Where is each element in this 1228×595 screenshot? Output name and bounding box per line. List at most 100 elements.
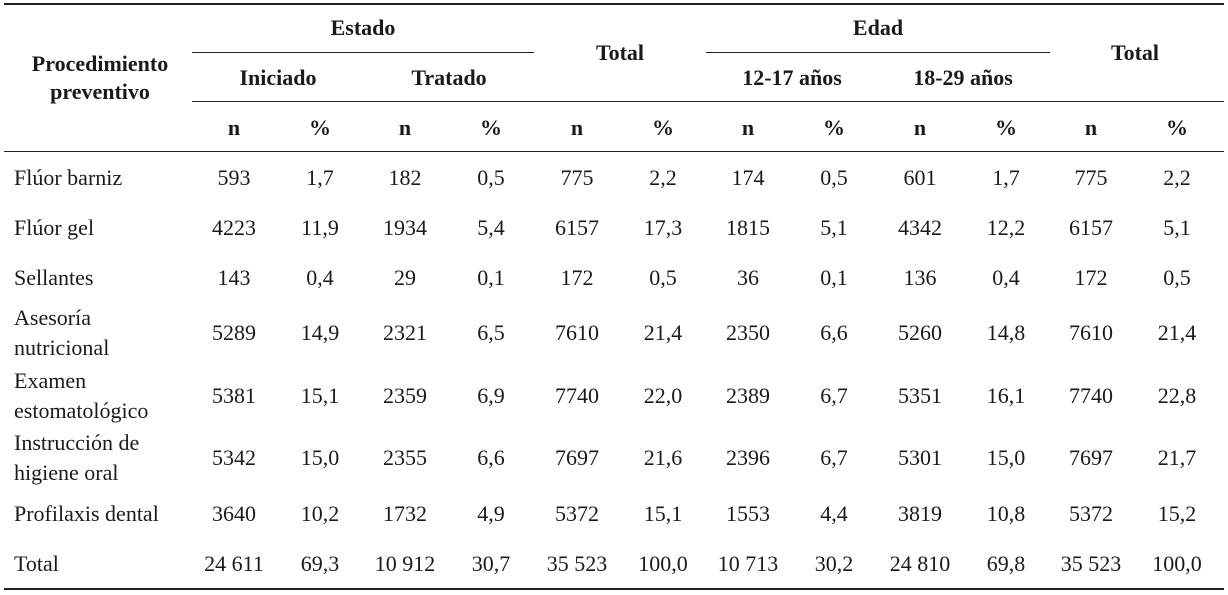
percent-cell: 2,2 (649, 165, 677, 190)
percent-cell: 6,5 (477, 320, 505, 345)
percent-cell: 0,5 (649, 265, 677, 290)
count-cell: 3819 (898, 501, 942, 526)
percent-cell: 2,2 (1163, 165, 1191, 190)
count-cell: 775 (560, 165, 594, 190)
row-label-line: Flúor gel (14, 215, 95, 240)
count-cell: 593 (217, 165, 251, 190)
count-cell: 1732 (383, 501, 427, 526)
percent-cell: 0,5 (820, 165, 848, 190)
percent-cell: 10,2 (300, 501, 340, 526)
count-cell: 5351 (898, 383, 942, 408)
count-cell: 2350 (726, 320, 770, 345)
count-cell: 601 (903, 165, 937, 190)
percent-cell: 5,4 (477, 215, 505, 240)
total-header-edad: Total (1110, 40, 1160, 65)
row-label-line: Profilaxis dental (14, 501, 159, 526)
percent-cell: 16,1 (986, 383, 1026, 408)
row-label-line: Asesoría (14, 305, 91, 330)
count-cell: 5372 (1069, 501, 1113, 526)
percent-cell: 4,9 (477, 501, 505, 526)
n-column-header: n (570, 115, 584, 140)
count-cell: 1815 (726, 215, 770, 240)
count-cell: 174 (731, 165, 765, 190)
count-cell: 35 523 (1060, 551, 1122, 576)
percent-cell: 0,1 (477, 265, 505, 290)
percent-column-header: % (652, 115, 674, 140)
percent-column-header: % (995, 115, 1017, 140)
row-label: Total (14, 549, 59, 579)
row-label-line: Flúor barniz (14, 165, 123, 190)
total-header-estado: Total (595, 40, 645, 65)
row-label-line: Instrucción de (14, 430, 140, 455)
age-12-17-header: 12-17 años (742, 65, 842, 90)
percent-cell: 22,0 (643, 383, 683, 408)
percent-cell: 15,0 (300, 445, 340, 470)
count-cell: 29 (394, 265, 416, 290)
procedure-header: Procedimiento preventivo (10, 50, 190, 106)
bottom-rule (4, 588, 1224, 590)
procedure-header-line1: Procedimiento (31, 51, 169, 76)
count-cell: 10 912 (374, 551, 436, 576)
count-cell: 5381 (212, 383, 256, 408)
row-label: Instrucción de higiene oral (14, 428, 139, 488)
percent-cell: 6,6 (477, 445, 505, 470)
percent-cell: 1,7 (306, 165, 334, 190)
percent-cell: 0,5 (477, 165, 505, 190)
count-cell: 2389 (726, 383, 770, 408)
count-cell: 182 (388, 165, 422, 190)
count-cell: 6157 (555, 215, 599, 240)
n-column-header: n (913, 115, 927, 140)
percent-cell: 10,8 (986, 501, 1026, 526)
percent-cell: 22,8 (1157, 383, 1197, 408)
percent-cell: 4,4 (820, 501, 848, 526)
n-column-header: n (398, 115, 412, 140)
count-cell: 1553 (726, 501, 770, 526)
percent-column-header: % (823, 115, 845, 140)
count-cell: 24 810 (889, 551, 951, 576)
percent-cell: 17,3 (643, 215, 683, 240)
count-cell: 7740 (555, 383, 599, 408)
count-cell: 2321 (383, 320, 427, 345)
percent-cell: 6,7 (820, 383, 848, 408)
percent-cell: 5,1 (820, 215, 848, 240)
count-cell: 3640 (212, 501, 256, 526)
percent-cell: 30,2 (814, 551, 854, 576)
percent-cell: 15,0 (986, 445, 1026, 470)
percent-cell: 5,1 (1163, 215, 1191, 240)
count-cell: 172 (560, 265, 594, 290)
percent-cell: 21,4 (1157, 320, 1197, 345)
percent-cell: 6,9 (477, 383, 505, 408)
count-cell: 2396 (726, 445, 770, 470)
count-cell: 24 611 (204, 551, 264, 576)
count-cell: 172 (1074, 265, 1108, 290)
percent-cell: 21,4 (643, 320, 683, 345)
count-cell: 5260 (898, 320, 942, 345)
count-cell: 5289 (212, 320, 256, 345)
count-cell: 136 (903, 265, 937, 290)
tratado-header: Tratado (411, 65, 487, 90)
n-column-header: n (1084, 115, 1098, 140)
row-label: Sellantes (14, 263, 93, 293)
count-cell: 7610 (1069, 320, 1113, 345)
count-cell: 775 (1074, 165, 1108, 190)
count-cell: 2359 (383, 383, 427, 408)
row-label-line: estomatológico (14, 398, 149, 423)
row-label-line: Examen (14, 368, 87, 393)
percent-cell: 14,8 (986, 320, 1026, 345)
count-cell: 1934 (383, 215, 427, 240)
count-cell: 4223 (212, 215, 256, 240)
count-cell: 6157 (1069, 215, 1113, 240)
count-cell: 5301 (898, 445, 942, 470)
percent-cell: 11,9 (301, 215, 339, 240)
row-label-line: higiene oral (14, 460, 119, 485)
percent-cell: 100,0 (1152, 551, 1202, 576)
count-cell: 35 523 (546, 551, 608, 576)
percent-column-header: % (480, 115, 502, 140)
percent-cell: 69,3 (300, 551, 340, 576)
percent-cell: 14,9 (300, 320, 340, 345)
estado-header: Estado (330, 15, 396, 40)
percent-cell: 0,4 (992, 265, 1020, 290)
row-label-line: nutricional (14, 335, 110, 360)
percent-cell: 6,6 (820, 320, 848, 345)
